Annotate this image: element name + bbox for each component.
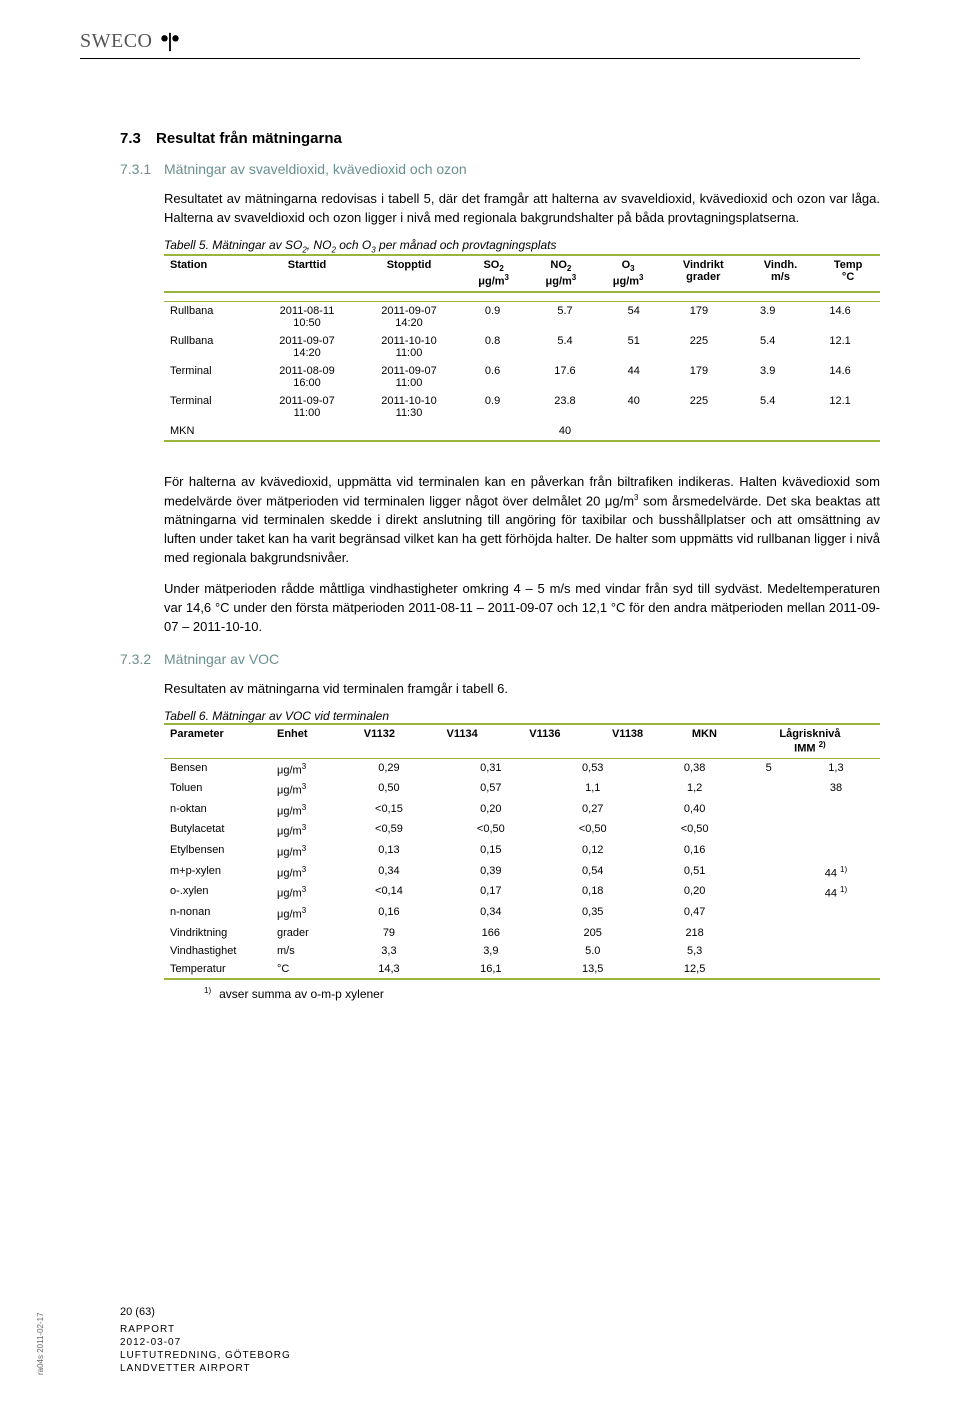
paragraph-2: För halterna av kvävedioxid, uppmätta vi… <box>164 473 880 568</box>
th-starttid: Starttid <box>256 256 358 291</box>
table6: Parameter Enhet V1132 V1134 V1136 V1138 … <box>164 725 880 758</box>
table-row-mkn: MKN40 <box>164 422 880 440</box>
th-stopptid: Stopptid <box>358 256 460 291</box>
th-station: Station <box>164 256 256 291</box>
th-lagrisk: LågrisknivåIMM 2) <box>740 725 880 758</box>
th-vindh: Vindh.m/s <box>745 256 816 291</box>
th-v1138: V1138 <box>586 725 669 758</box>
th-parameter: Parameter <box>164 725 271 758</box>
th-o3: O3μg/m3 <box>595 256 662 291</box>
th-vindrikt: Vindriktgrader <box>662 256 745 291</box>
table6-body: Bensenμg/m30,290,310,530,3851,3Toluenμg/… <box>164 759 880 978</box>
footnote-1: 1)avser summa av o-m-p xylener <box>164 986 880 1001</box>
paragraph-1: Resultatet av mätningarna redovisas i ta… <box>164 190 880 228</box>
page-footer: 20 (63) RAPPORT 2012-03-07 LUFTUTREDNING… <box>120 1305 291 1375</box>
heading-7-3-1: 7.3.1Mätningar av svaveldioxid, kvävedio… <box>120 161 880 177</box>
table-row: Rullbana2011-08-1110:502011-09-0714:200.… <box>164 302 880 332</box>
th-mkn: MKN <box>669 725 740 758</box>
table-row: m+p-xylenμg/m30,340,390,540,5144 1) <box>164 862 880 883</box>
table-row: Terminal2011-08-0916:002011-09-0711:000.… <box>164 362 880 392</box>
th-so2: SO2μg/m3 <box>460 256 527 291</box>
table-row: Vindriktninggrader79166205218 <box>164 924 880 942</box>
th-no2: NO2μg/m3 <box>527 256 594 291</box>
table-row: n-nonanμg/m30,160,340,350,47 <box>164 903 880 924</box>
table6-caption: Tabell 6. Mätningar av VOC vid terminale… <box>164 709 880 723</box>
table5-caption: Tabell 5. Mätningar av SO2, NO2 och O3 p… <box>164 238 880 254</box>
side-label: ra04s 2011-02-17 <box>36 1312 45 1375</box>
table-row: Toluenμg/m30,500,571,11,238 <box>164 779 880 800</box>
paragraph-4: Resultaten av mätningarna vid terminalen… <box>164 680 880 699</box>
table5: Station Starttid Stopptid SO2μg/m3 NO2μg… <box>164 256 880 291</box>
table-row: Bensenμg/m30,290,310,530,3851,3 <box>164 759 880 780</box>
th-temp: Temp°C <box>816 256 880 291</box>
th-enhet: Enhet <box>271 725 338 758</box>
logo-icon <box>159 31 181 53</box>
table-row: o-.xylenμg/m3<0,140,170,180,2044 1) <box>164 882 880 903</box>
table-row: Etylbensenμg/m30,130,150,120,16 <box>164 841 880 862</box>
table-row: Rullbana2011-09-0714:202011-10-1011:000.… <box>164 332 880 362</box>
footer-date: 2012-03-07 <box>120 1336 291 1349</box>
th-v1132: V1132 <box>338 725 421 758</box>
footer-title: LUFTUTREDNING, GÖTEBORG <box>120 1349 291 1362</box>
table-row: Temperatur°C14,316,113,512,5 <box>164 960 880 978</box>
table-row: Butylacetatμg/m3<0,59<0,50<0,50<0,50 <box>164 820 880 841</box>
table6-bottom-rule <box>164 978 880 980</box>
logo: SWECO <box>80 30 181 53</box>
th-v1136: V1136 <box>503 725 586 758</box>
table-row: Terminal2011-09-0711:002011-10-1011:300.… <box>164 392 880 422</box>
footer-rapport: RAPPORT <box>120 1323 291 1336</box>
table5-header-row: Station Starttid Stopptid SO2μg/m3 NO2μg… <box>164 256 880 291</box>
heading-7-3: 7.3Resultat från mätningarna <box>120 130 880 147</box>
th-v1134: V1134 <box>421 725 504 758</box>
header-rule <box>80 58 860 59</box>
page-number: 20 (63) <box>120 1305 291 1319</box>
heading-7-3-2: 7.3.2Mätningar av VOC <box>120 651 880 667</box>
logo-text: SWECO <box>80 30 153 53</box>
table-row: n-oktanμg/m3<0,150,200,270,40 <box>164 800 880 821</box>
table6-header-row: Parameter Enhet V1132 V1134 V1136 V1138 … <box>164 725 880 758</box>
table5-body: Rullbana2011-08-1110:502011-09-0714:200.… <box>164 302 880 440</box>
footer-subtitle: LANDVETTER AIRPORT <box>120 1362 291 1375</box>
paragraph-3: Under mätperioden rådde måttliga vindhas… <box>164 580 880 637</box>
table-row: Vindhastighetm/s3,33,95.05,3 <box>164 942 880 960</box>
